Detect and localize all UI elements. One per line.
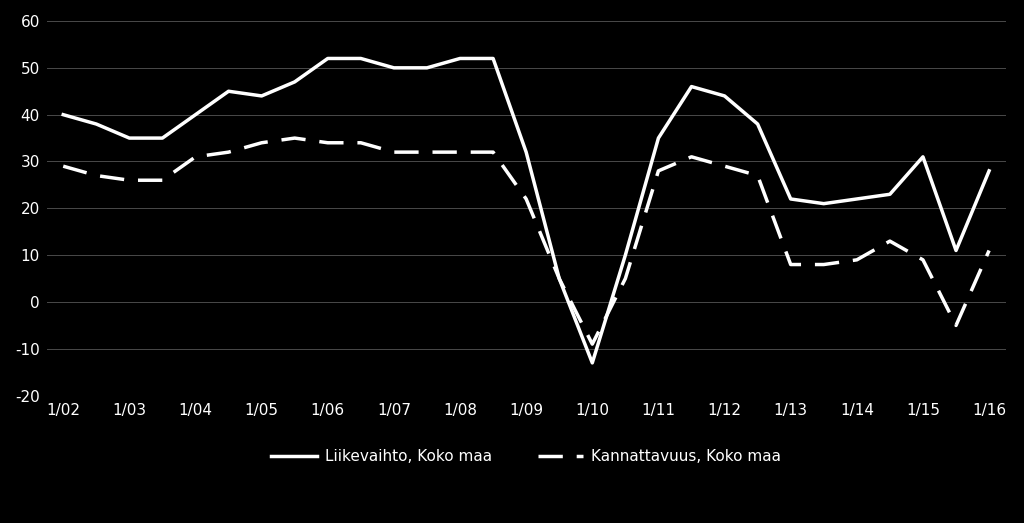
Liikevaihto, Koko maa <box>719 93 731 99</box>
Liikevaihto, Koko maa <box>123 135 135 141</box>
Liikevaihto, Koko maa <box>354 55 367 62</box>
Kannattavuus, Koko maa <box>157 177 169 184</box>
Kannattavuus, Koko maa <box>354 140 367 146</box>
Liikevaihto, Koko maa <box>884 191 896 197</box>
Kannattavuus, Koko maa <box>719 163 731 169</box>
Kannattavuus, Koko maa <box>817 262 829 268</box>
Liikevaihto, Koko maa <box>388 65 400 71</box>
Liikevaihto, Koko maa <box>916 154 929 160</box>
Liikevaihto, Koko maa <box>685 84 697 90</box>
Kannattavuus, Koko maa <box>189 154 202 160</box>
Kannattavuus, Koko maa <box>586 341 598 347</box>
Kannattavuus, Koko maa <box>884 238 896 244</box>
Kannattavuus, Koko maa <box>752 173 764 179</box>
Liikevaihto, Koko maa <box>520 149 532 155</box>
Liikevaihto, Koko maa <box>189 111 202 118</box>
Liikevaihto, Koko maa <box>620 252 632 258</box>
Kannattavuus, Koko maa <box>57 163 70 169</box>
Liikevaihto, Koko maa <box>454 55 466 62</box>
Liikevaihto, Koko maa <box>817 200 829 207</box>
Liikevaihto, Koko maa <box>950 247 963 254</box>
Kannattavuus, Koko maa <box>222 149 234 155</box>
Liikevaihto, Koko maa <box>851 196 863 202</box>
Kannattavuus, Koko maa <box>322 140 334 146</box>
Kannattavuus, Koko maa <box>685 154 697 160</box>
Liikevaihto, Koko maa <box>652 135 665 141</box>
Liikevaihto, Koko maa <box>322 55 334 62</box>
Kannattavuus, Koko maa <box>487 149 500 155</box>
Liikevaihto, Koko maa <box>421 65 433 71</box>
Kannattavuus, Koko maa <box>388 149 400 155</box>
Liikevaihto, Koko maa <box>90 121 102 127</box>
Line: Liikevaihto, Koko maa: Liikevaihto, Koko maa <box>63 59 989 363</box>
Liikevaihto, Koko maa <box>586 360 598 366</box>
Kannattavuus, Koko maa <box>289 135 301 141</box>
Liikevaihto, Koko maa <box>752 121 764 127</box>
Liikevaihto, Koko maa <box>157 135 169 141</box>
Liikevaihto, Koko maa <box>255 93 267 99</box>
Kannattavuus, Koko maa <box>652 168 665 174</box>
Kannattavuus, Koko maa <box>520 196 532 202</box>
Liikevaihto, Koko maa <box>57 111 70 118</box>
Kannattavuus, Koko maa <box>421 149 433 155</box>
Liikevaihto, Koko maa <box>222 88 234 94</box>
Liikevaihto, Koko maa <box>784 196 797 202</box>
Line: Kannattavuus, Koko maa: Kannattavuus, Koko maa <box>63 138 989 344</box>
Kannattavuus, Koko maa <box>454 149 466 155</box>
Kannattavuus, Koko maa <box>90 173 102 179</box>
Liikevaihto, Koko maa <box>553 276 565 282</box>
Kannattavuus, Koko maa <box>784 262 797 268</box>
Legend: Liikevaihto, Koko maa, Kannattavuus, Koko maa: Liikevaihto, Koko maa, Kannattavuus, Kok… <box>265 443 787 471</box>
Kannattavuus, Koko maa <box>851 257 863 263</box>
Kannattavuus, Koko maa <box>916 257 929 263</box>
Kannattavuus, Koko maa <box>553 276 565 282</box>
Liikevaihto, Koko maa <box>289 79 301 85</box>
Kannattavuus, Koko maa <box>983 247 995 254</box>
Kannattavuus, Koko maa <box>620 276 632 282</box>
Liikevaihto, Koko maa <box>983 168 995 174</box>
Kannattavuus, Koko maa <box>255 140 267 146</box>
Kannattavuus, Koko maa <box>123 177 135 184</box>
Liikevaihto, Koko maa <box>487 55 500 62</box>
Kannattavuus, Koko maa <box>950 322 963 328</box>
